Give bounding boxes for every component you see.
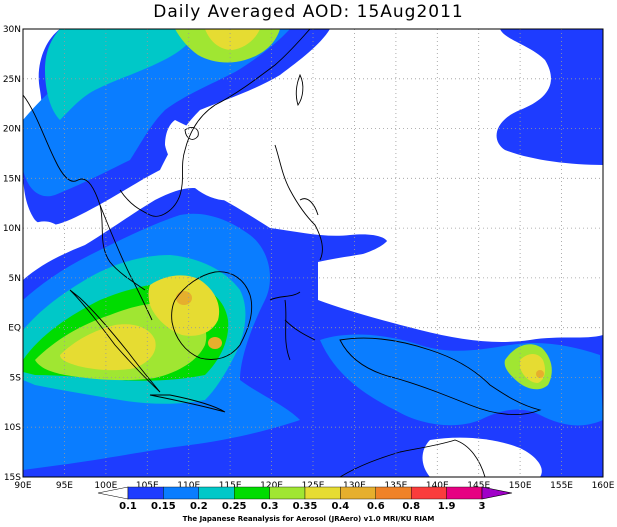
colorbar-box: [411, 486, 447, 500]
colorbar-label: 0.25: [222, 501, 247, 512]
lon-tick-label: 120E: [260, 481, 283, 491]
colorbar-box: [375, 486, 412, 500]
lat-tick-label: 5S: [10, 373, 22, 383]
latitude-axis: 30N 25N 20N 15N 10N 5N EQ 5S 10S 15S: [3, 25, 21, 483]
colorbar-box: [304, 486, 341, 500]
colorbar-label: 0.1: [119, 501, 137, 512]
lon-tick-label: 115E: [219, 481, 242, 491]
aod-region-orange-east: [536, 370, 544, 378]
aod-region-northeast: [496, 29, 603, 165]
aod-region-clear-southeast: [422, 437, 542, 477]
lat-tick-label: 25N: [3, 75, 21, 85]
lon-tick-label: 150E: [509, 481, 532, 491]
colorbar-label: 0.3: [261, 501, 279, 512]
coastline-malay-peninsula: [99, 204, 153, 321]
aod-region-yellow-sumatra: [60, 324, 156, 371]
lat-tick-label: 10S: [4, 423, 21, 433]
coastline-mainland: [23, 29, 311, 291]
aod-region-clear-mainland: [165, 120, 247, 201]
aod-region-orange-south-borneo: [208, 337, 222, 349]
lat-tick-label: 15S: [4, 473, 21, 483]
lon-tick-label: 155E: [550, 481, 573, 491]
aod-region-orange-borneo: [176, 291, 192, 305]
colorbar-label: 0.35: [293, 501, 318, 512]
lon-tick-label: 145E: [467, 481, 490, 491]
coastline-borneo: [171, 271, 253, 360]
coastline-taiwan: [295, 73, 304, 107]
plot-frame: [22, 28, 604, 478]
aod-region-teal-north: [45, 29, 200, 120]
colorbar-label: 0.15: [151, 501, 176, 512]
lon-tick-label: 110E: [177, 481, 200, 491]
lon-tick-label: 95E: [56, 481, 73, 491]
colorbar-box: [340, 486, 376, 500]
colorbar-box: [163, 486, 199, 500]
graticule: [23, 29, 603, 477]
lon-tick-label: 130E: [343, 481, 366, 491]
coastlines: [23, 29, 542, 477]
colorbar-label: 3: [479, 501, 486, 512]
coastline-new-guinea: [339, 337, 542, 415]
aod-region-clear-west: [23, 221, 64, 263]
aod-field: [23, 29, 603, 477]
lat-tick-label: 15N: [3, 174, 21, 184]
lon-tick-label: 135E: [384, 481, 407, 491]
colorbar-label: 0.4: [332, 501, 350, 512]
lon-tick-label: 125E: [302, 481, 325, 491]
lon-tick-label: 105E: [136, 481, 159, 491]
colorbar-label: 0.6: [367, 501, 385, 512]
coastline-australia: [339, 439, 486, 477]
aod-region-yellow-north: [205, 29, 260, 50]
aod-region-yellow-borneo: [148, 275, 220, 336]
coastline-sumatra: [69, 289, 161, 393]
lon-tick-label: 160E: [592, 481, 615, 491]
colorbar-box: [233, 486, 270, 500]
lat-tick-label: EQ: [8, 324, 21, 334]
colorbar-box: [198, 486, 235, 500]
map-title: Daily Averaged AOD: 15Aug2011: [153, 2, 464, 22]
colorbar: 0.1 0.15 0.2 0.25 0.3 0.35 0.4 0.6 0.8 1.9 3: [97, 486, 513, 512]
lon-tick-label: 140E: [426, 481, 449, 491]
lat-tick-label: 5N: [9, 274, 21, 284]
colorbar-label: 1.9: [438, 501, 456, 512]
coastline-java: [149, 394, 226, 413]
coastline-philippines: [274, 144, 323, 261]
colorbar-label: 0.8: [402, 501, 420, 512]
colorbar-label: 0.2: [190, 501, 208, 512]
lat-tick-label: 30N: [3, 25, 21, 35]
lon-tick-label: 100E: [94, 481, 117, 491]
colorbar-box: [127, 486, 164, 500]
lon-tick-label: 90E: [14, 481, 31, 491]
lat-tick-label: 20N: [3, 125, 21, 135]
longitude-axis: 90E 95E 100E 105E 110E 115E 120E 125E 130E 135E 14…: [14, 481, 614, 491]
credit-line: The Japanese Reanalysis for Aerosol (JRA…: [182, 515, 435, 523]
coastline-sulawesi: [269, 291, 316, 361]
aod-region-clear-central: [205, 29, 603, 337]
lat-tick-label: 10N: [3, 224, 21, 234]
coastline-hainan: [184, 127, 199, 140]
colorbar-box: [269, 486, 306, 500]
colorbar-box: [446, 486, 483, 500]
colorbar-high-triangle: [481, 486, 513, 500]
